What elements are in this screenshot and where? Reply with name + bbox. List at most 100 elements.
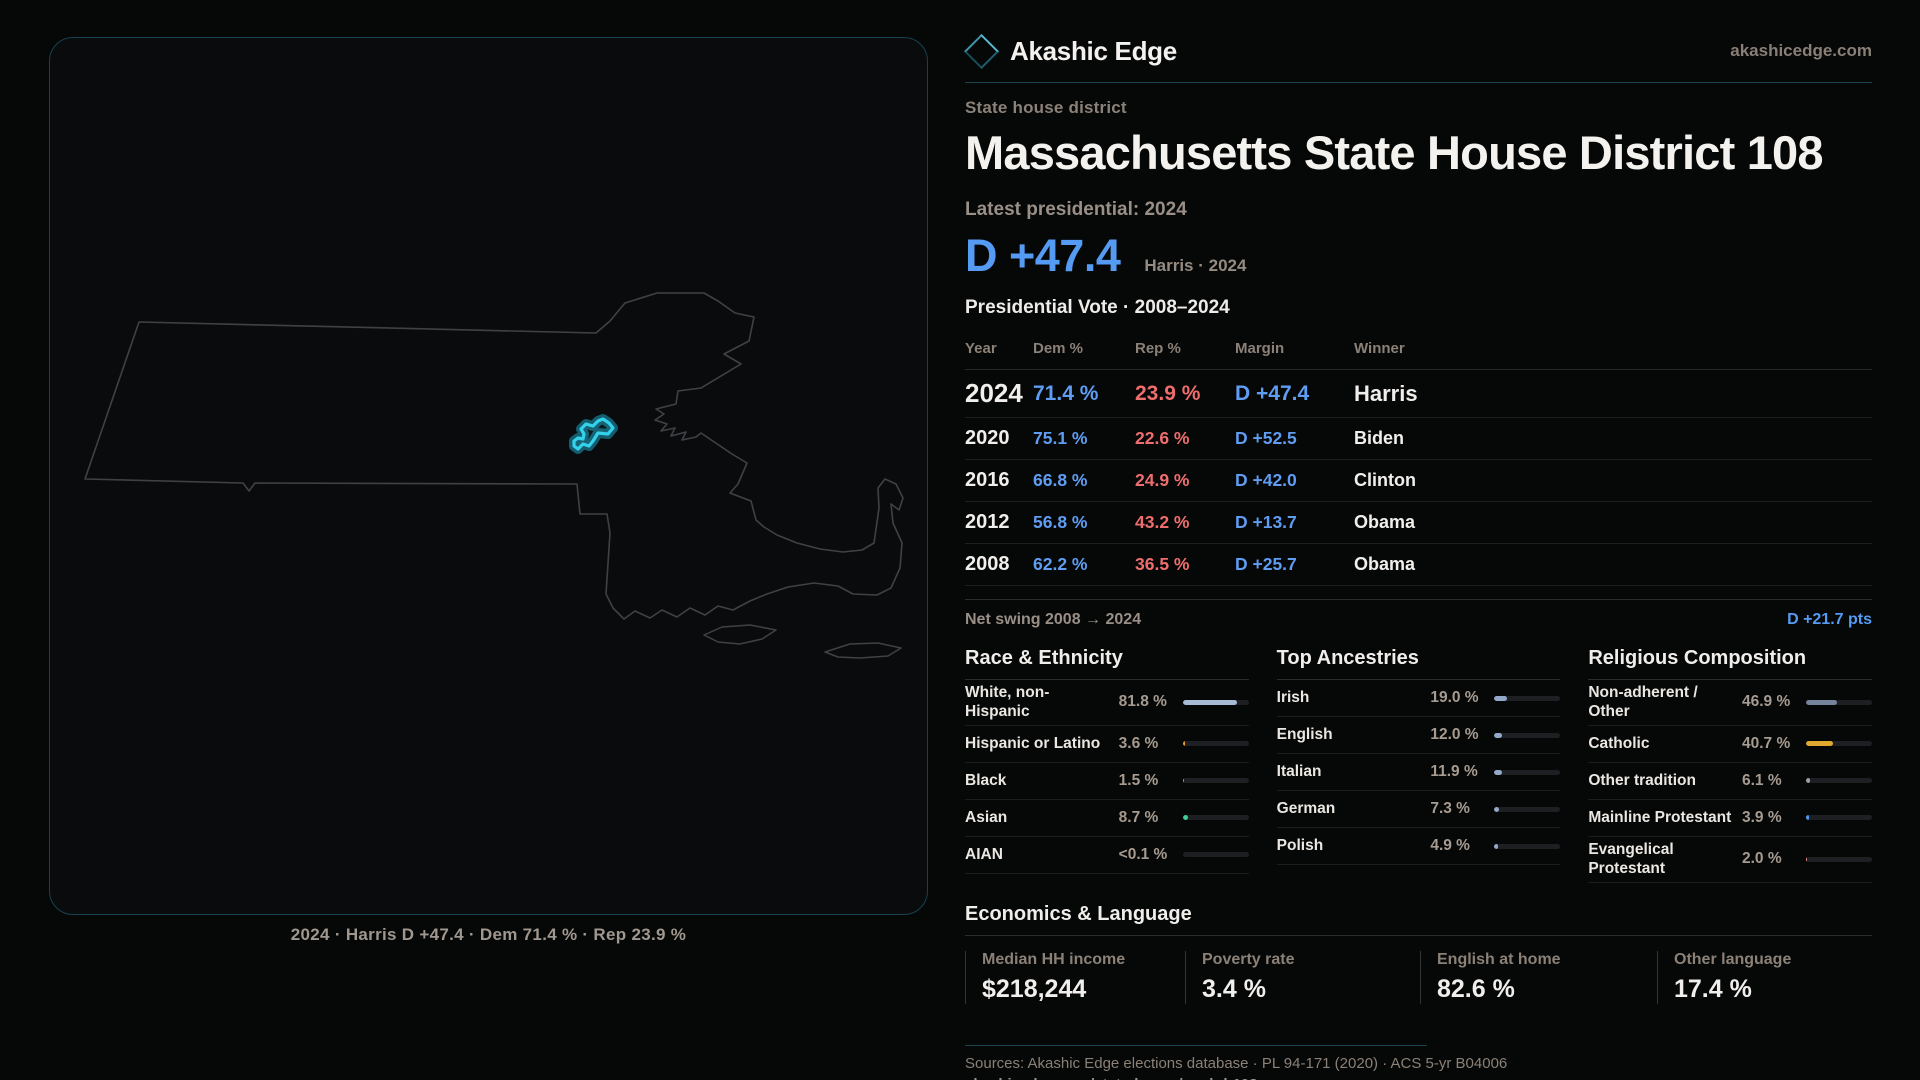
demo-bar-fill xyxy=(1494,769,1503,775)
winner-cell: Obama xyxy=(1354,512,1416,532)
margin-cell: D +47.4 xyxy=(1235,381,1310,405)
demo-value: 3.9 % xyxy=(1741,808,1782,826)
demo-bar-fill xyxy=(1182,815,1189,821)
demo-value: <0.1 % xyxy=(1118,845,1168,863)
demo-row: Irish 19.0 % xyxy=(1276,680,1561,717)
demo-label: English xyxy=(1276,726,1333,744)
stat-english-at-home: English at home 82.6 % xyxy=(1420,950,1657,1004)
col-rep: Rep % xyxy=(1135,340,1181,357)
demo-bar-track xyxy=(1805,699,1872,705)
col-dem: Dem % xyxy=(1033,340,1084,357)
demo-label: German xyxy=(1276,800,1336,818)
presidential-vote-table: Year Dem % Rep % Margin Winner 2024 71.4… xyxy=(965,328,1872,586)
demo-value: 7.3 % xyxy=(1430,800,1470,817)
demo-label: Asian xyxy=(965,809,1008,827)
demo-row: Asian 8.7 % xyxy=(965,800,1249,837)
year-cell: 2020 xyxy=(965,427,1010,449)
demo-label: Mainline Protestant xyxy=(1588,809,1732,827)
district-map-panel xyxy=(49,37,928,915)
footer-divider xyxy=(965,1044,1427,1046)
marthas-vineyard-outline xyxy=(703,624,777,645)
demo-value: 8.7 % xyxy=(1118,808,1159,826)
stat-label: English at home xyxy=(1437,950,1561,968)
demo-row: Evangelical Protestant 2.0 % xyxy=(1588,837,1872,883)
ancestries-panel: Top Ancestries Irish 19.0 % English 12.0… xyxy=(1276,647,1561,883)
demo-label: White, non-Hispanic xyxy=(965,684,1050,721)
religion-panel: Religious Composition Non-adherent / Oth… xyxy=(1588,647,1872,883)
page-title: Massachusetts State House District 108 xyxy=(965,126,1824,179)
demo-row: English 12.0 % xyxy=(1276,717,1561,754)
demo-bar-fill xyxy=(1494,732,1503,738)
demo-bar-track xyxy=(1182,741,1249,747)
dem-cell: 66.8 % xyxy=(1033,470,1088,490)
demo-value: 11.9 % xyxy=(1430,763,1478,780)
demo-value: 2.0 % xyxy=(1741,850,1782,868)
demo-label: Italian xyxy=(1276,763,1322,781)
race-ethnicity-panel: Race & Ethnicity White, non-Hispanic 81.… xyxy=(965,647,1249,883)
demo-value: 46.9 % xyxy=(1741,693,1791,711)
permalink[interactable]: akashicedge.com/state-house/ma-hd-108 xyxy=(965,1076,1872,1080)
vote-table-title: Presidential Vote · 2008–2024 xyxy=(965,297,1230,318)
demo-value: 6.1 % xyxy=(1741,771,1782,789)
demo-value: 12.0 % xyxy=(1430,726,1479,743)
margin-cell: D +13.7 xyxy=(1235,512,1297,532)
demo-value: 4.9 % xyxy=(1430,837,1470,854)
demo-bar-fill xyxy=(1805,856,1808,862)
year-cell: 2008 xyxy=(965,553,1010,575)
col-winner: Winner xyxy=(1354,340,1405,357)
table-row: 2016 66.8 % 24.9 % D +42.0 Clinton xyxy=(965,460,1872,502)
col-margin: Margin xyxy=(1235,340,1285,357)
dem-cell: 75.1 % xyxy=(1033,428,1088,448)
panel-title: Race & Ethnicity xyxy=(965,647,1249,680)
demo-value: 3.6 % xyxy=(1118,734,1159,752)
demo-row: Polish 4.9 % xyxy=(1276,828,1561,865)
demo-bar-track xyxy=(1805,815,1872,821)
economics-title: Economics & Language xyxy=(965,903,1872,936)
stat-value: 17.4 % xyxy=(1674,974,1752,1003)
footer: Sources: Akashic Edge elections database… xyxy=(965,1044,1872,1080)
stat-value: 82.6 % xyxy=(1437,974,1515,1003)
dem-cell: 71.4 % xyxy=(1033,381,1099,405)
panel-title: Religious Composition xyxy=(1588,647,1872,680)
brand-domain-link[interactable]: akashicedge.com xyxy=(1730,41,1872,60)
demo-value: 1.5 % xyxy=(1118,771,1159,789)
demo-row: Hispanic or Latino 3.6 % xyxy=(965,726,1249,763)
demo-label: AIAN xyxy=(965,846,1003,864)
demo-bar-track xyxy=(1494,695,1561,701)
dem-cell: 62.2 % xyxy=(1033,554,1088,574)
state-outline xyxy=(84,292,904,620)
winner-cell: Clinton xyxy=(1354,470,1416,490)
demo-row: Non-adherent / Other 46.9 % xyxy=(1588,680,1872,726)
demo-value: 40.7 % xyxy=(1741,734,1791,752)
demo-bar-fill xyxy=(1182,699,1237,705)
demo-label: Non-adherent / Other xyxy=(1588,684,1698,721)
table-row: 2008 62.2 % 36.5 % D +25.7 Obama xyxy=(965,544,1872,586)
stat-label: Poverty rate xyxy=(1202,950,1295,968)
economics-stats: Median HH income $218,244 Poverty rate 3… xyxy=(965,950,1872,1004)
district-report: Akashic Edge akashicedge.com State house… xyxy=(963,30,1872,1080)
demo-row: Italian 11.9 % xyxy=(1276,754,1561,791)
demo-bar-track xyxy=(1494,843,1561,849)
sources-line: Sources: Akashic Edge elections database… xyxy=(965,1054,1508,1072)
demo-row: Catholic 40.7 % xyxy=(1588,726,1872,763)
stat-other-language: Other language 17.4 % xyxy=(1657,950,1872,1004)
demo-bar-track xyxy=(1805,741,1872,747)
demo-value: 81.8 % xyxy=(1118,693,1167,711)
rep-cell: 22.6 % xyxy=(1135,428,1190,448)
demo-bar-fill xyxy=(1494,695,1507,701)
massachusetts-map xyxy=(84,292,904,659)
demo-label: Evangelical Protestant xyxy=(1588,840,1674,878)
map-caption: 2024 · Harris D +47.4 · Dem 71.4 % · Rep… xyxy=(290,925,687,944)
demo-bar-track xyxy=(1182,699,1249,705)
margin-cell: D +42.0 xyxy=(1235,470,1297,490)
year-cell: 2024 xyxy=(965,378,1023,408)
district-shape[interactable] xyxy=(572,417,615,451)
net-swing-row: Net swing 2008 → 2024 D +21.7 pts xyxy=(965,599,1872,629)
demo-row: Mainline Protestant 3.9 % xyxy=(1588,800,1872,837)
demo-label: Black xyxy=(965,772,1007,790)
demo-bar-track xyxy=(1805,856,1872,862)
table-row: 2012 56.8 % 43.2 % D +13.7 Obama xyxy=(965,502,1872,544)
demo-bar-track xyxy=(1494,769,1561,775)
stat-value: $218,244 xyxy=(982,974,1087,1003)
header-divider xyxy=(965,82,1872,83)
